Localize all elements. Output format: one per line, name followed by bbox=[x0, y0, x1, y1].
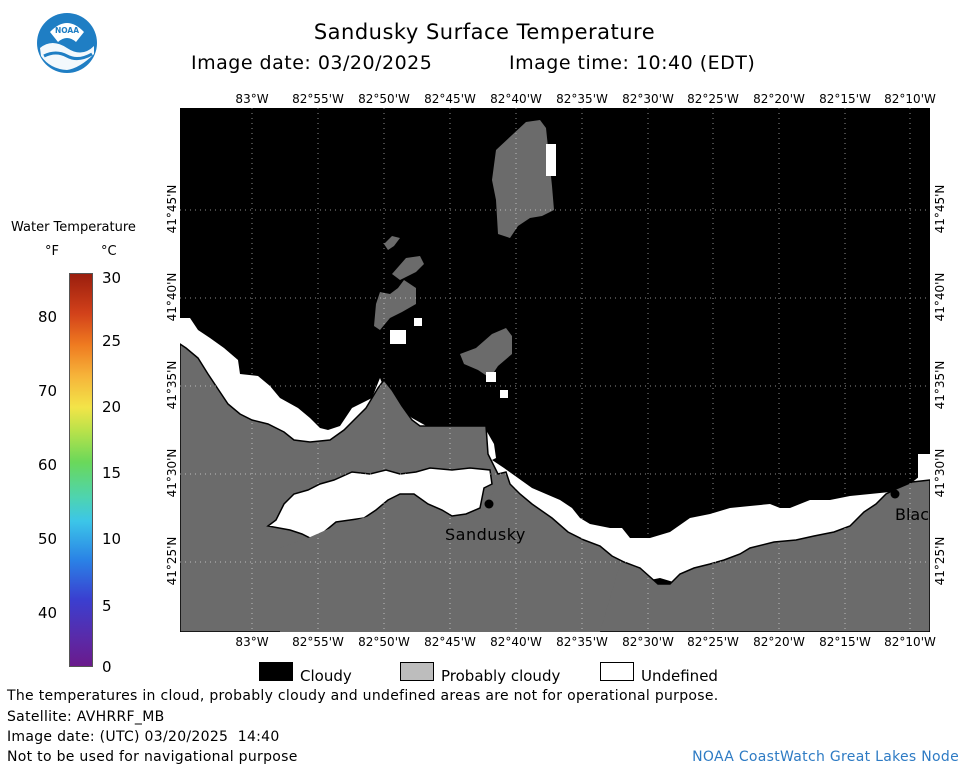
lon-tick-bottom: 82°35'W bbox=[556, 635, 608, 649]
lon-tick-top: 82°50'W bbox=[358, 92, 410, 106]
lon-tick-bottom: 82°25'W bbox=[687, 635, 739, 649]
colorbar-c-tick: 15 bbox=[102, 464, 122, 482]
lon-tick-top: 83°W bbox=[235, 92, 269, 106]
lon-tick-bottom: 82°10'W bbox=[884, 635, 936, 649]
legend-label-cloudy: Cloudy bbox=[300, 667, 352, 685]
colorbar-f-tick: 40 bbox=[38, 604, 58, 622]
sandusky-marker bbox=[484, 499, 494, 509]
lat-tick-left: 41°45'N bbox=[165, 184, 179, 234]
lon-tick-bottom: 82°50'W bbox=[358, 635, 410, 649]
colorbar-f-tick: 80 bbox=[38, 308, 58, 326]
place-label-black: Blac bbox=[895, 505, 930, 524]
lon-tick-top: 82°10'W bbox=[884, 92, 936, 106]
utc-date-text: Image date: (UTC) 03/20/2025 14:40 bbox=[7, 729, 280, 745]
legend-label-probably-cloudy: Probably cloudy bbox=[441, 667, 561, 685]
lon-tick-top: 82°15'W bbox=[819, 92, 871, 106]
lat-tick-left: 41°30'N bbox=[165, 448, 179, 498]
legend-swatch-cloudy bbox=[259, 662, 293, 681]
black-marker bbox=[890, 489, 900, 499]
lon-tick-bottom: 82°40'W bbox=[490, 635, 542, 649]
undefined-area bbox=[500, 390, 508, 398]
lon-tick-bottom: 82°20'W bbox=[753, 635, 805, 649]
legend-swatch-probably-cloudy bbox=[400, 662, 434, 681]
probably-cloudy-area bbox=[460, 328, 512, 378]
lon-tick-top: 82°55'W bbox=[292, 92, 344, 106]
undefined-area bbox=[390, 330, 406, 344]
lon-tick-top: 82°25'W bbox=[687, 92, 739, 106]
map-title: Sandusky Surface Temperature bbox=[313, 20, 656, 44]
lon-tick-top: 82°30'W bbox=[622, 92, 674, 106]
colorbar-c-tick: 10 bbox=[102, 530, 122, 548]
lat-tick-right: 41°35'N bbox=[933, 360, 947, 410]
lon-tick-bottom: 82°45'W bbox=[424, 635, 476, 649]
probably-cloudy-area bbox=[492, 120, 554, 238]
graticule bbox=[180, 108, 930, 632]
svg-text:NOAA: NOAA bbox=[55, 26, 79, 35]
colorbar-c-tick: 20 bbox=[102, 398, 122, 416]
probably-cloudy-area bbox=[384, 236, 400, 250]
probably-cloudy-area bbox=[374, 280, 416, 330]
image-date: Image date: 03/20/2025 bbox=[191, 52, 433, 74]
nav-warning-text: Not to be used for navigational purpose bbox=[7, 749, 298, 765]
noaa-logo-icon: NOAA bbox=[37, 13, 97, 73]
colorbar-f-tick: 70 bbox=[38, 382, 58, 400]
undefined-area bbox=[546, 144, 556, 176]
noaa-logo: NOAA bbox=[36, 12, 98, 74]
satellite-text: Satellite: AVHRRF_MB bbox=[7, 709, 165, 725]
image-time: Image time: 10:40 (EDT) bbox=[509, 52, 756, 74]
lat-tick-right: 41°45'N bbox=[933, 184, 947, 234]
lat-tick-left: 41°40'N bbox=[165, 272, 179, 322]
colorbar bbox=[69, 273, 93, 667]
lon-tick-bottom: 82°30'W bbox=[622, 635, 674, 649]
colorbar-unit-c: °C bbox=[101, 244, 117, 259]
colorbar-f-tick: 50 bbox=[38, 530, 58, 548]
lon-tick-top: 82°40'W bbox=[490, 92, 542, 106]
lon-tick-top: 82°45'W bbox=[424, 92, 476, 106]
undefined-area bbox=[266, 467, 493, 541]
lon-tick-top: 82°20'W bbox=[753, 92, 805, 106]
lat-tick-right: 41°40'N bbox=[933, 272, 947, 322]
undefined-area bbox=[918, 454, 930, 478]
lat-tick-right: 41°25'N bbox=[933, 536, 947, 586]
colorbar-c-tick: 25 bbox=[102, 332, 122, 350]
disclaimer-text: The temperatures in cloud, probably clou… bbox=[7, 688, 719, 704]
lon-tick-bottom: 82°15'W bbox=[819, 635, 871, 649]
undefined-area bbox=[414, 318, 422, 326]
lat-tick-left: 41°35'N bbox=[165, 360, 179, 410]
colorbar-unit-f: °F bbox=[45, 244, 59, 259]
legend-label-undefined: Undefined bbox=[641, 667, 718, 685]
colorbar-f-tick: 60 bbox=[38, 456, 58, 474]
undefined-area bbox=[180, 318, 930, 584]
place-label-sandusky: Sandusky bbox=[445, 525, 526, 544]
map-panel bbox=[180, 108, 930, 632]
colorbar-c-tick: 30 bbox=[102, 269, 122, 287]
lat-tick-left: 41°25'N bbox=[165, 536, 179, 586]
colorbar-c-tick: 5 bbox=[102, 597, 112, 615]
lon-tick-bottom: 82°55'W bbox=[292, 635, 344, 649]
legend-swatch-undefined bbox=[600, 662, 634, 681]
undefined-area bbox=[486, 372, 496, 382]
colorbar-title: Water Temperature bbox=[11, 220, 136, 235]
lon-tick-top: 82°35'W bbox=[556, 92, 608, 106]
probably-cloudy-area bbox=[280, 478, 620, 632]
lon-tick-bottom: 83°W bbox=[235, 635, 269, 649]
probably-cloudy-area bbox=[392, 256, 424, 280]
colorbar-c-tick: 0 bbox=[102, 658, 112, 676]
credit-text: NOAA CoastWatch Great Lakes Node bbox=[692, 749, 959, 765]
lat-tick-right: 41°30'N bbox=[933, 448, 947, 498]
